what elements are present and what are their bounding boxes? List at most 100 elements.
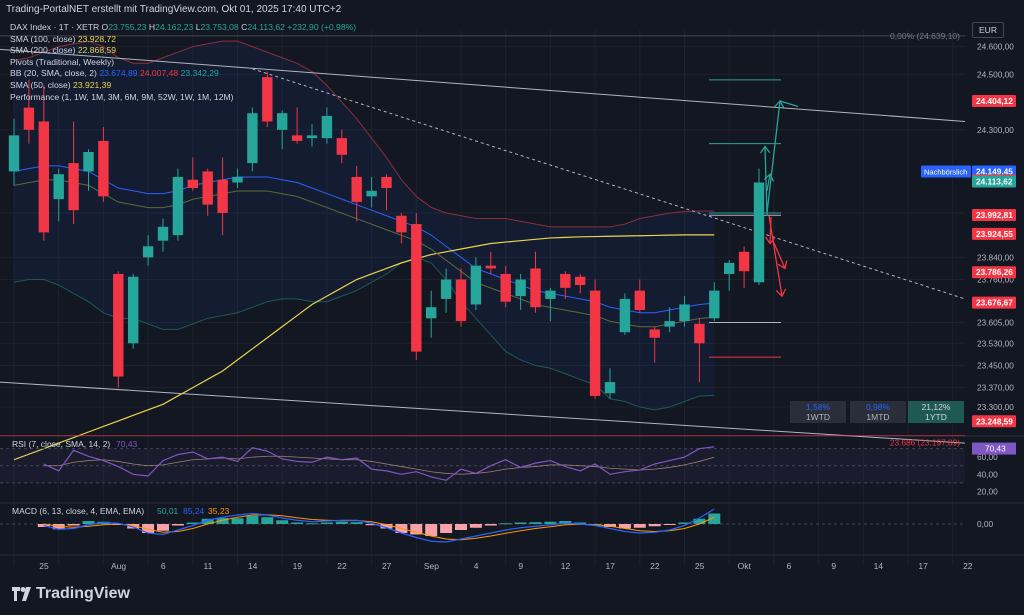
time-tick-label: 17 bbox=[918, 561, 928, 571]
macd-hist-bar bbox=[618, 524, 631, 529]
candle-body bbox=[113, 273, 124, 377]
candle-body bbox=[23, 107, 35, 130]
forecast-down-arrow-1-head bbox=[775, 288, 787, 298]
bb-basis: 23.674,89 bbox=[99, 68, 138, 79]
macd-hist-bar bbox=[455, 524, 467, 530]
tradingview-logo[interactable]: TradingView bbox=[12, 585, 130, 603]
sma100-label: SMA (100, close) bbox=[10, 33, 76, 44]
macd-hist-bar bbox=[440, 524, 453, 533]
bb-upper-line bbox=[13, 40, 715, 228]
macd-hist-bar bbox=[708, 513, 721, 524]
macd-hist-bar bbox=[365, 524, 378, 526]
legend-sma100[interactable]: SMA (100, close) 23.928,72 bbox=[10, 34, 356, 46]
perf-box-year: 21,12% 1YTD bbox=[908, 401, 964, 423]
candle-body bbox=[589, 290, 601, 396]
candle-body bbox=[649, 329, 660, 338]
macd-hist-bar bbox=[186, 522, 199, 524]
macd-hist-bar bbox=[693, 518, 706, 524]
legend-symbol-row[interactable]: DAX Index · 1T · XETR O23.755,23 H24.162… bbox=[10, 22, 356, 34]
time-tick-label: Sep bbox=[424, 561, 439, 571]
perf-year-pct: 21,12% bbox=[921, 402, 951, 412]
macd-hist-bar bbox=[261, 517, 274, 524]
macd-hist-bar bbox=[633, 524, 646, 528]
forecast-down-arrow-3-head bbox=[777, 260, 788, 270]
candle-body bbox=[291, 135, 303, 141]
sma50-label: SMA (50, close) bbox=[10, 79, 71, 90]
time-tick-label: Aug bbox=[111, 561, 126, 571]
candle-body bbox=[634, 290, 645, 311]
candle-body bbox=[455, 279, 467, 322]
rsi-value: 70,43 bbox=[116, 439, 138, 449]
bb-area bbox=[14, 41, 715, 410]
candle-body bbox=[724, 262, 735, 274]
candle-body bbox=[440, 279, 452, 299]
macd-hist-bar bbox=[231, 518, 244, 524]
forecast-down-arrow-2 bbox=[769, 217, 772, 244]
rsi-tick: 20,00 bbox=[977, 486, 998, 496]
legend-low: 23.753,08 bbox=[200, 22, 239, 32]
candle-body bbox=[262, 77, 273, 122]
legend-bb[interactable]: BB (20, SMA, close, 2) 23.674,89 24.007,… bbox=[10, 68, 356, 80]
rsi-line bbox=[43, 446, 715, 481]
legend-sma200[interactable]: SMA (200, close) 22.868,59 bbox=[10, 45, 356, 57]
price-badge bbox=[972, 94, 1016, 107]
currency-button[interactable]: EUR bbox=[972, 22, 1004, 38]
candle-body bbox=[664, 321, 675, 327]
legend-close-label: C bbox=[241, 22, 248, 32]
price-badge bbox=[972, 296, 1016, 309]
candle-body bbox=[68, 163, 79, 211]
time-axis[interactable]: 25 Aug 6 11 14 19 22 27 Sep 4 9 12 17 22 25 Okt 6 9 14 17 22 bbox=[39, 561, 973, 571]
legend-high-label: H bbox=[148, 22, 156, 32]
macd-hist-bar bbox=[514, 522, 527, 524]
price-axis[interactable]: 24.600,0024.500,0024.300,0024.000,0023.8… bbox=[890, 30, 1024, 448]
legend-pivots[interactable]: Pivots (Traditional, Weekly) bbox=[10, 57, 356, 69]
bb-label: BB (20, SMA, close, 2) bbox=[10, 68, 97, 79]
candle-body bbox=[366, 190, 377, 197]
tradingview-logo-icon bbox=[12, 587, 31, 601]
time-tick-label: 22 bbox=[963, 561, 973, 571]
time-tick-label: 11 bbox=[203, 561, 212, 571]
macd-hist-bar bbox=[574, 522, 587, 524]
top-percent-label: 0,00% (24.639,10) bbox=[890, 31, 960, 41]
rsi-pane: 60,00 40,00 20,00 RSI (7, close, SMA, 14, 2… bbox=[0, 439, 1016, 496]
price-badge bbox=[972, 415, 1016, 428]
legend-low-label: L bbox=[195, 22, 201, 32]
candle-body bbox=[38, 121, 49, 233]
candle-body bbox=[575, 276, 586, 286]
perf-month-pct: 0,98% bbox=[865, 402, 891, 412]
forecast-up-arrow-1 bbox=[766, 100, 781, 214]
price-tick-label: 23.370,00 bbox=[977, 383, 1014, 393]
candle-body bbox=[321, 115, 333, 139]
sma200-value: 22.868,59 bbox=[77, 45, 117, 56]
macd-hist-value: 50,01 bbox=[157, 506, 179, 516]
time-tick-label: 9 bbox=[518, 561, 523, 571]
macd-hist-bar bbox=[469, 524, 482, 528]
price-badge-label: 24.404,12 bbox=[976, 96, 1013, 106]
macd-value: 85,24 bbox=[183, 506, 205, 516]
candle-body bbox=[232, 176, 243, 183]
time-tick-label: 4 bbox=[474, 561, 479, 571]
sma100-value: 23.928,72 bbox=[77, 33, 117, 44]
price-tick-label: 23.760,00 bbox=[977, 275, 1014, 285]
trend-lines bbox=[0, 48, 966, 444]
price-badge-label: 23.676,67 bbox=[976, 298, 1013, 308]
pivots-label: Pivots (Traditional, Weekly) bbox=[10, 56, 115, 67]
legend-performance[interactable]: Performance (1, 1W, 1M, 3M, 6M, 9M, 52W,… bbox=[10, 92, 356, 104]
legend-sma50[interactable]: SMA (50, close) 23.921,39 bbox=[10, 80, 356, 92]
candle-body bbox=[277, 113, 288, 130]
price-badge-label: 23.248,59 bbox=[976, 416, 1013, 426]
legend-close: 24.113,62 bbox=[247, 22, 285, 32]
macd-hist-bar bbox=[246, 515, 259, 524]
forecast-up-arrow-3 bbox=[766, 174, 771, 191]
candle-body bbox=[98, 140, 109, 197]
candle-body bbox=[530, 268, 541, 308]
macd-hist-bar bbox=[559, 521, 572, 524]
candle-body bbox=[172, 176, 184, 236]
candle-body bbox=[142, 246, 154, 258]
candle-body bbox=[619, 298, 631, 333]
candle-body bbox=[411, 224, 422, 352]
time-tick-label: 22 bbox=[337, 561, 347, 571]
candle-body bbox=[738, 251, 750, 272]
perf-box-month: 0,98% 1MTD bbox=[850, 401, 906, 423]
